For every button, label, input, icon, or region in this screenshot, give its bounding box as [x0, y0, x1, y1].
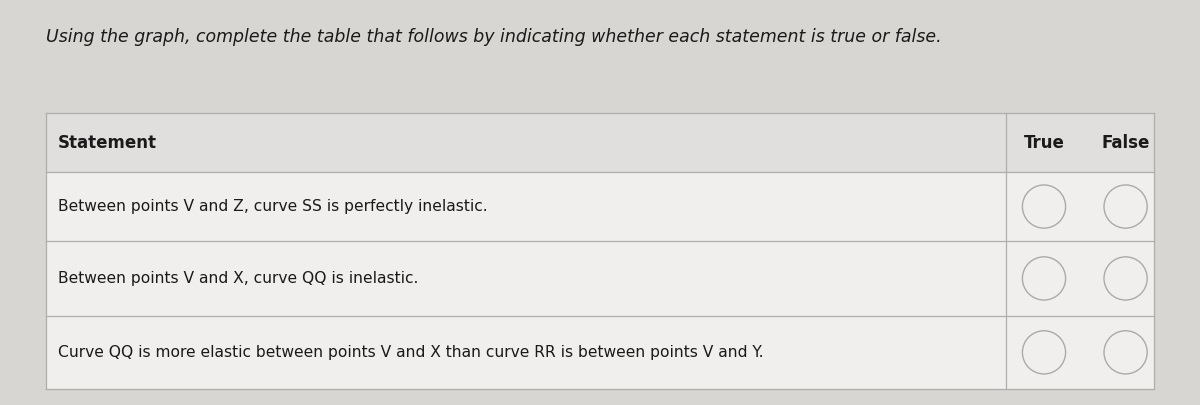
Text: Curve QQ is more elastic between points V and X than curve RR is between points : Curve QQ is more elastic between points …: [58, 345, 763, 360]
Text: Using the graph, complete the table that follows by indicating whether each stat: Using the graph, complete the table that…: [46, 28, 941, 46]
Text: True: True: [1024, 134, 1064, 152]
Text: Statement: Statement: [58, 134, 156, 152]
Text: Between points V and X, curve QQ is inelastic.: Between points V and X, curve QQ is inel…: [58, 271, 418, 286]
Text: False: False: [1102, 134, 1150, 152]
Text: Between points V and Z, curve SS is perfectly inelastic.: Between points V and Z, curve SS is perf…: [58, 199, 487, 214]
